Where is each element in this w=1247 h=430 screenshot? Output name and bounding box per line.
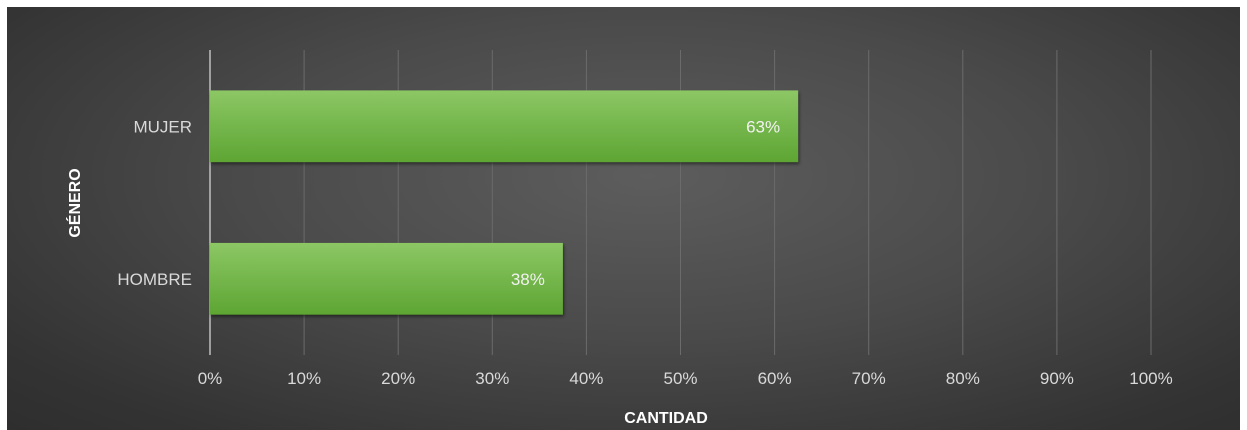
data-label: 38% <box>511 270 545 289</box>
x-tick-label: 70% <box>852 369 886 388</box>
data-label: 63% <box>746 117 780 136</box>
x-tick-label: 50% <box>663 369 697 388</box>
x-tick-label: 60% <box>758 369 792 388</box>
x-tick-label: 30% <box>475 369 509 388</box>
bars <box>210 90 799 315</box>
x-tick-label: 100% <box>1129 369 1172 388</box>
bar-mujer <box>210 90 799 163</box>
x-tick-label: 90% <box>1040 369 1074 388</box>
x-tick-label: 40% <box>569 369 603 388</box>
y-category-label: MUJER <box>133 117 192 136</box>
x-tick-label: 80% <box>946 369 980 388</box>
labels: 0% 10% 20% 30% 40% 50% 60% 70% 80% 90% 100% MUJER 63… <box>117 117 1172 388</box>
x-tick-label: 0% <box>198 369 223 388</box>
x-tick-label: 20% <box>381 369 415 388</box>
x-tick-label: 10% <box>287 369 321 388</box>
bar-chart: 0% 10% 20% 30% 40% 50% 60% 70% 80% 90% 100% MUJER 63… <box>65 50 1173 427</box>
y-axis-title: GÉNERO <box>65 168 84 237</box>
x-axis-title: CANTIDAD <box>624 410 708 427</box>
y-category-label: HOMBRE <box>117 270 192 289</box>
bar-hombre <box>210 242 563 315</box>
chart-area: 0% 10% 20% 30% 40% 50% 60% 70% 80% 90% 100% MUJER 63… <box>7 7 1240 430</box>
